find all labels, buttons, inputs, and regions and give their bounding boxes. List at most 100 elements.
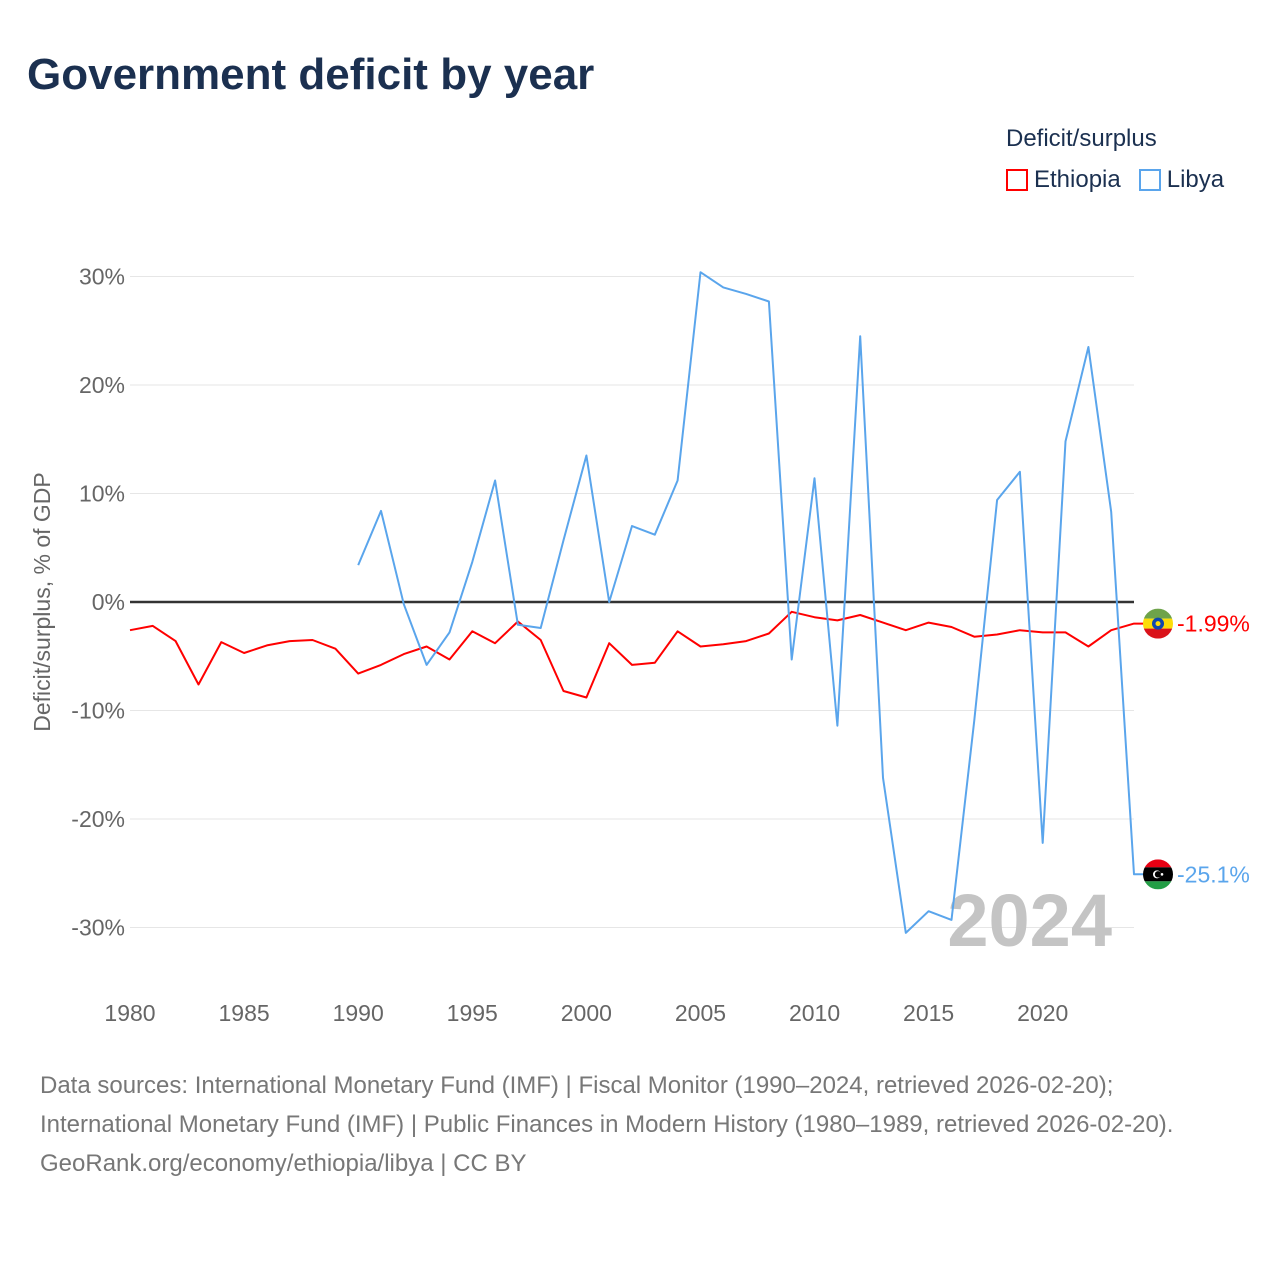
data-point xyxy=(926,909,931,914)
data-point xyxy=(881,620,886,625)
data-point xyxy=(1132,872,1137,877)
data-point xyxy=(835,618,840,623)
data-point xyxy=(698,644,703,649)
x-tick-label: 2000 xyxy=(561,1000,612,1026)
data-point xyxy=(538,626,543,631)
data-point xyxy=(630,662,635,667)
x-tick-label: 2005 xyxy=(675,1000,726,1026)
data-point xyxy=(766,299,771,304)
data-point xyxy=(812,615,817,620)
data-point xyxy=(789,609,794,614)
data-point xyxy=(470,629,475,634)
end-value-label-ethiopia: -1.99% xyxy=(1177,611,1250,637)
y-tick-label: 10% xyxy=(79,481,125,507)
data-point xyxy=(128,628,133,633)
data-point xyxy=(652,660,657,665)
data-point xyxy=(995,632,1000,637)
series-line-ethiopia xyxy=(129,610,1145,699)
data-point xyxy=(333,646,338,651)
data-point xyxy=(493,478,498,483)
data-point xyxy=(721,642,726,647)
data-point xyxy=(447,630,452,635)
data-point xyxy=(1040,840,1045,845)
data-point xyxy=(538,637,543,642)
x-tick-label: 1985 xyxy=(219,1000,270,1026)
end-value-label-libya: -25.1% xyxy=(1177,861,1250,887)
data-point xyxy=(1017,469,1022,474)
data-point xyxy=(744,291,749,296)
data-point xyxy=(584,695,589,700)
data-point xyxy=(1109,628,1114,633)
data-point xyxy=(173,639,178,644)
legend: Ethiopia Libya xyxy=(1006,166,1224,194)
data-point xyxy=(493,641,498,646)
data-point xyxy=(881,775,886,780)
data-point xyxy=(356,563,361,568)
current-year-label: 2024 xyxy=(947,879,1112,962)
y-tick-label: -30% xyxy=(71,915,125,941)
data-point xyxy=(812,476,817,481)
data-point xyxy=(242,650,247,655)
data-point xyxy=(219,640,224,645)
data-point xyxy=(1063,630,1068,635)
data-point xyxy=(972,718,977,723)
legend-item-libya[interactable]: Libya xyxy=(1138,166,1224,194)
legend-title: Deficit/surplus xyxy=(1006,125,1157,152)
data-point xyxy=(150,623,155,628)
data-point xyxy=(401,602,406,607)
data-point xyxy=(1017,628,1022,633)
data-point xyxy=(379,508,384,513)
data-point xyxy=(1063,439,1068,444)
data-point xyxy=(789,657,794,662)
data-point xyxy=(903,930,908,935)
data-point xyxy=(561,538,566,543)
data-point xyxy=(264,643,269,648)
x-tick-label: 2015 xyxy=(903,1000,954,1026)
data-point xyxy=(972,634,977,639)
legend-label: Ethiopia xyxy=(1034,166,1121,193)
y-tick-label: 0% xyxy=(92,589,125,615)
ethiopia-flag-icon xyxy=(1143,608,1173,639)
data-point xyxy=(310,637,315,642)
legend-swatch-libya xyxy=(1138,169,1161,191)
data-point xyxy=(401,652,406,657)
data-point xyxy=(607,600,612,605)
series-line-libya xyxy=(357,271,1145,934)
data-point xyxy=(424,662,429,667)
legend-item-ethiopia[interactable]: Ethiopia xyxy=(1006,166,1121,194)
data-point xyxy=(630,524,635,529)
data-point xyxy=(424,644,429,649)
data-point xyxy=(698,270,703,275)
y-axis-label: Deficit/surplus, % of GDP xyxy=(29,472,55,731)
data-point xyxy=(561,688,566,693)
data-point xyxy=(1086,345,1091,350)
data-point xyxy=(744,639,749,644)
data-point xyxy=(379,662,384,667)
data-point xyxy=(675,478,680,483)
x-tick-label: 2020 xyxy=(1017,1000,1068,1026)
data-point xyxy=(652,532,657,537)
data-point xyxy=(584,453,589,458)
data-point xyxy=(515,622,520,627)
data-point xyxy=(1109,509,1114,514)
libya-flag-icon xyxy=(1143,859,1173,890)
chart-title: Government deficit by year xyxy=(27,50,595,99)
data-point xyxy=(287,639,292,644)
source-link[interactable]: GeoRank.org/economy/ethiopia/libya | CC … xyxy=(40,1150,527,1177)
data-point xyxy=(995,498,1000,503)
data-point xyxy=(926,620,931,625)
data-point xyxy=(1086,644,1091,649)
footer: Data sources: International Monetary Fun… xyxy=(40,1066,1240,1183)
data-point xyxy=(949,917,954,922)
data-point xyxy=(1040,630,1045,635)
data-point xyxy=(470,559,475,564)
y-tick-label: -10% xyxy=(71,698,125,724)
data-point xyxy=(835,723,840,728)
data-point xyxy=(858,334,863,339)
data-point xyxy=(356,671,361,676)
data-point xyxy=(949,624,954,629)
data-point xyxy=(607,641,612,646)
x-tick-label: 1980 xyxy=(104,1000,155,1026)
data-point xyxy=(721,285,726,290)
x-tick-label: 1995 xyxy=(447,1000,498,1026)
